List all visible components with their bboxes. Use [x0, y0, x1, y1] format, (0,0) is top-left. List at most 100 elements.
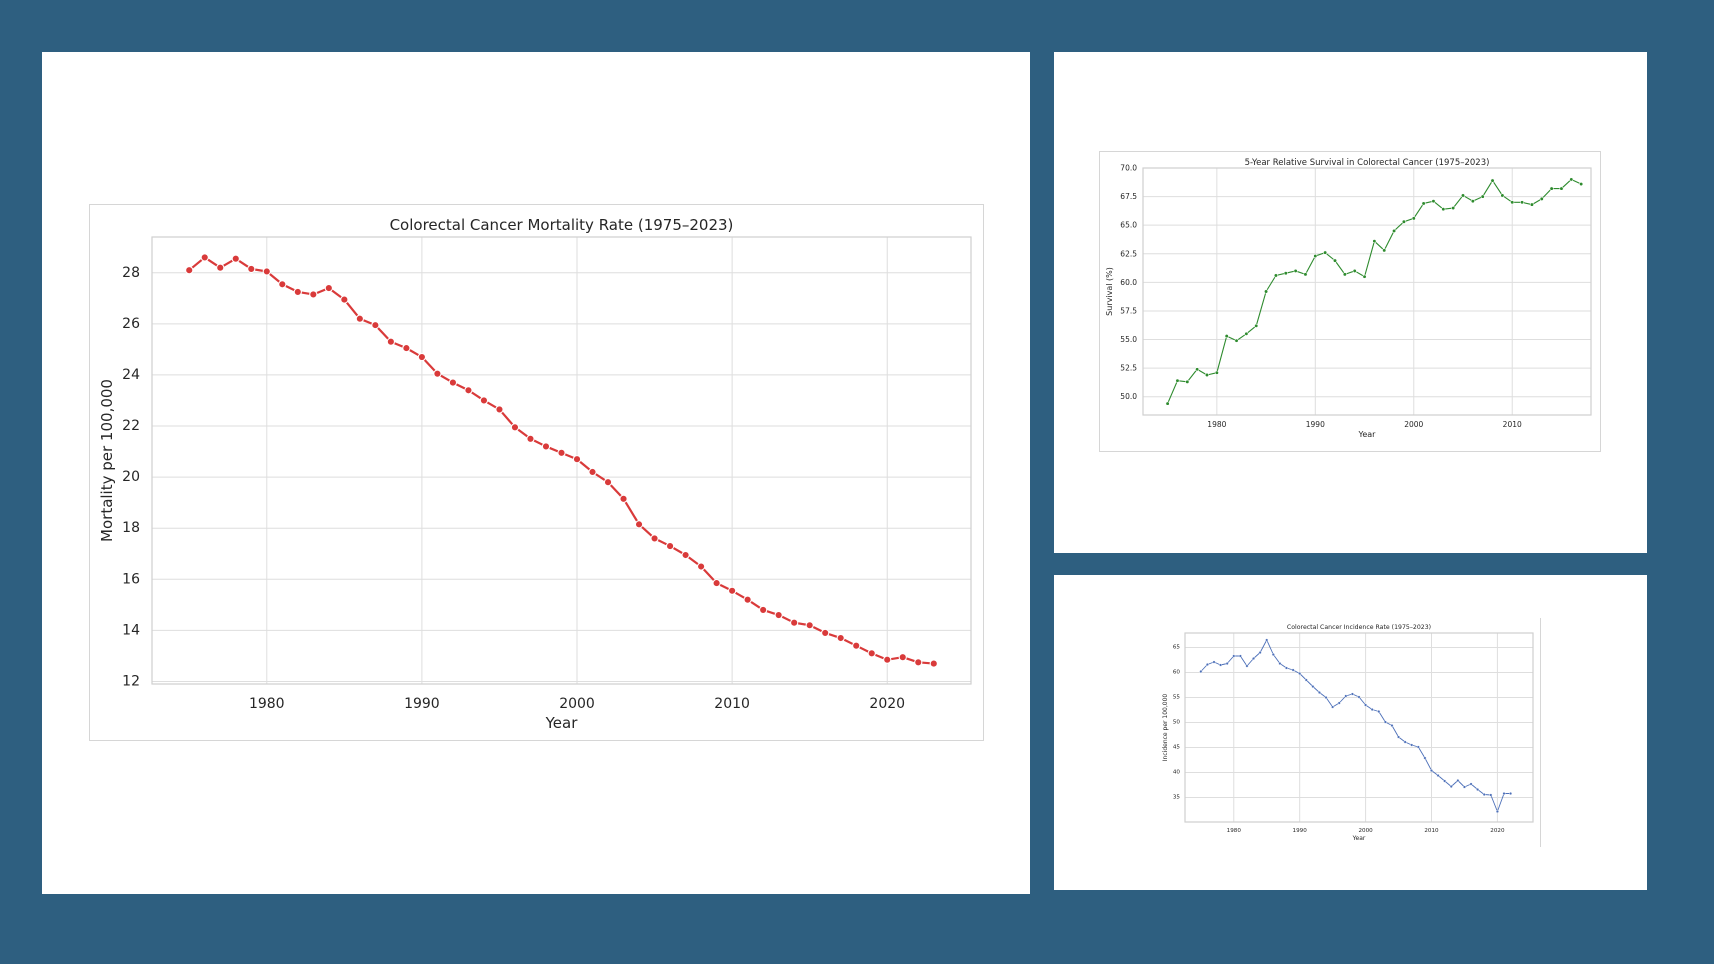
data-point — [402, 343, 411, 353]
data-point — [1510, 200, 1515, 205]
plot-area-frame — [1142, 167, 1592, 416]
data-point — [278, 280, 287, 289]
y-tick-label: 28 — [122, 265, 140, 281]
data-point — [1265, 638, 1269, 642]
plot-area-frame — [1184, 632, 1534, 823]
data-point — [681, 550, 690, 560]
y-tick-label: 18 — [122, 520, 140, 536]
data-point — [1344, 694, 1348, 698]
y-tick-label: 24 — [122, 367, 140, 383]
data-point — [1285, 666, 1288, 670]
x-tick-label: 2010 — [1503, 420, 1522, 429]
data-point — [1382, 248, 1387, 253]
x-tick-label: 1990 — [1293, 828, 1308, 834]
data-point — [1337, 701, 1341, 705]
y-tick-label: 52.5 — [1120, 364, 1137, 373]
data-point — [1175, 378, 1180, 383]
data-point — [293, 287, 302, 297]
mortality-chart: 1980 1990 2000 2010 2020 12 14 16 18 20 22 24 26 28 Co… — [98, 216, 972, 732]
data-point — [247, 264, 256, 274]
data-point — [1436, 774, 1440, 777]
data-point — [1490, 178, 1495, 183]
data-point — [1303, 272, 1308, 277]
y-tick-label: 57.5 — [1120, 306, 1137, 315]
data-point — [1271, 653, 1275, 656]
data-point — [1377, 710, 1381, 713]
survival-chart-frame: 1980 1990 2000 2010 50.0 52.5 55.0 57.5 60.0 62.5… — [1099, 151, 1601, 452]
y-tick-label: 12 — [122, 673, 140, 689]
data-point — [1411, 216, 1416, 221]
y-tick-label: 60.0 — [1120, 278, 1137, 287]
data-point — [572, 455, 582, 464]
data-point — [914, 658, 923, 667]
y-tick-label: 22 — [122, 418, 140, 434]
data-point — [774, 610, 783, 620]
series-line — [1167, 178, 1582, 404]
chart-title: 5-Year Relative Survival in Colorectal C… — [1245, 158, 1490, 168]
data-point — [200, 253, 209, 262]
y-tick-label: 40 — [1173, 770, 1181, 776]
y-tick-label: 50 — [1173, 720, 1181, 726]
data-point — [1549, 186, 1554, 191]
y-tick-label: 16 — [122, 571, 140, 587]
data-point — [1293, 268, 1298, 273]
data-point — [1298, 672, 1302, 675]
data-point — [1244, 331, 1249, 336]
data-point — [790, 618, 799, 627]
series-line — [1200, 639, 1511, 812]
data-point — [1205, 663, 1209, 666]
x-tick-label: 1980 — [1227, 828, 1242, 834]
data-point — [526, 434, 535, 443]
data-point — [1225, 662, 1229, 665]
data-point — [185, 266, 194, 275]
data-point — [1219, 663, 1223, 667]
data-point — [1383, 720, 1387, 724]
data-point — [650, 534, 659, 543]
data-point — [1495, 810, 1499, 813]
data-point — [1403, 740, 1407, 744]
data-point — [1283, 271, 1288, 276]
x-tick-label: 2020 — [869, 696, 905, 712]
data-point — [588, 467, 597, 477]
data-point — [1357, 695, 1361, 699]
data-point — [1462, 785, 1466, 789]
data-point — [743, 595, 752, 604]
data-point — [1502, 792, 1506, 795]
y-tick-label: 55.0 — [1120, 335, 1137, 344]
data-point — [1469, 782, 1473, 786]
data-point — [417, 352, 427, 362]
data-point — [479, 396, 489, 405]
data-point — [898, 653, 907, 662]
x-tick-label: 2000 — [1404, 420, 1423, 429]
data-point — [1451, 206, 1456, 210]
data-point — [1313, 254, 1318, 259]
data-point — [1441, 207, 1446, 212]
chart-title: Colorectal Cancer Incidence Rate (1975–2… — [1287, 624, 1431, 631]
y-tick-label: 70.0 — [1120, 164, 1137, 173]
data-point — [541, 442, 551, 451]
data-point — [557, 448, 566, 457]
data-point — [805, 621, 814, 630]
data-point — [929, 659, 938, 668]
y-tick-label: 14 — [122, 622, 140, 638]
data-point — [1520, 200, 1525, 205]
data-point — [1423, 756, 1427, 760]
data-point — [1372, 239, 1377, 244]
data-point — [1238, 654, 1242, 658]
data-point — [1390, 724, 1394, 727]
data-point — [1489, 793, 1493, 797]
data-point — [1185, 379, 1190, 384]
data-point — [1342, 272, 1347, 277]
y-tick-label: 50.0 — [1120, 392, 1137, 401]
survival-chart: 1980 1990 2000 2010 50.0 52.5 55.0 57.5 60.0 62.5… — [1105, 158, 1592, 439]
x-tick-label: 1980 — [1207, 420, 1226, 429]
y-tick-label: 67.5 — [1120, 192, 1137, 201]
data-point — [1258, 651, 1262, 654]
data-point — [371, 320, 380, 330]
data-point — [1443, 779, 1447, 783]
data-point — [1416, 745, 1420, 749]
data-point — [340, 295, 349, 304]
data-point — [1559, 186, 1564, 191]
data-point — [1579, 182, 1584, 186]
series-line — [188, 256, 934, 665]
